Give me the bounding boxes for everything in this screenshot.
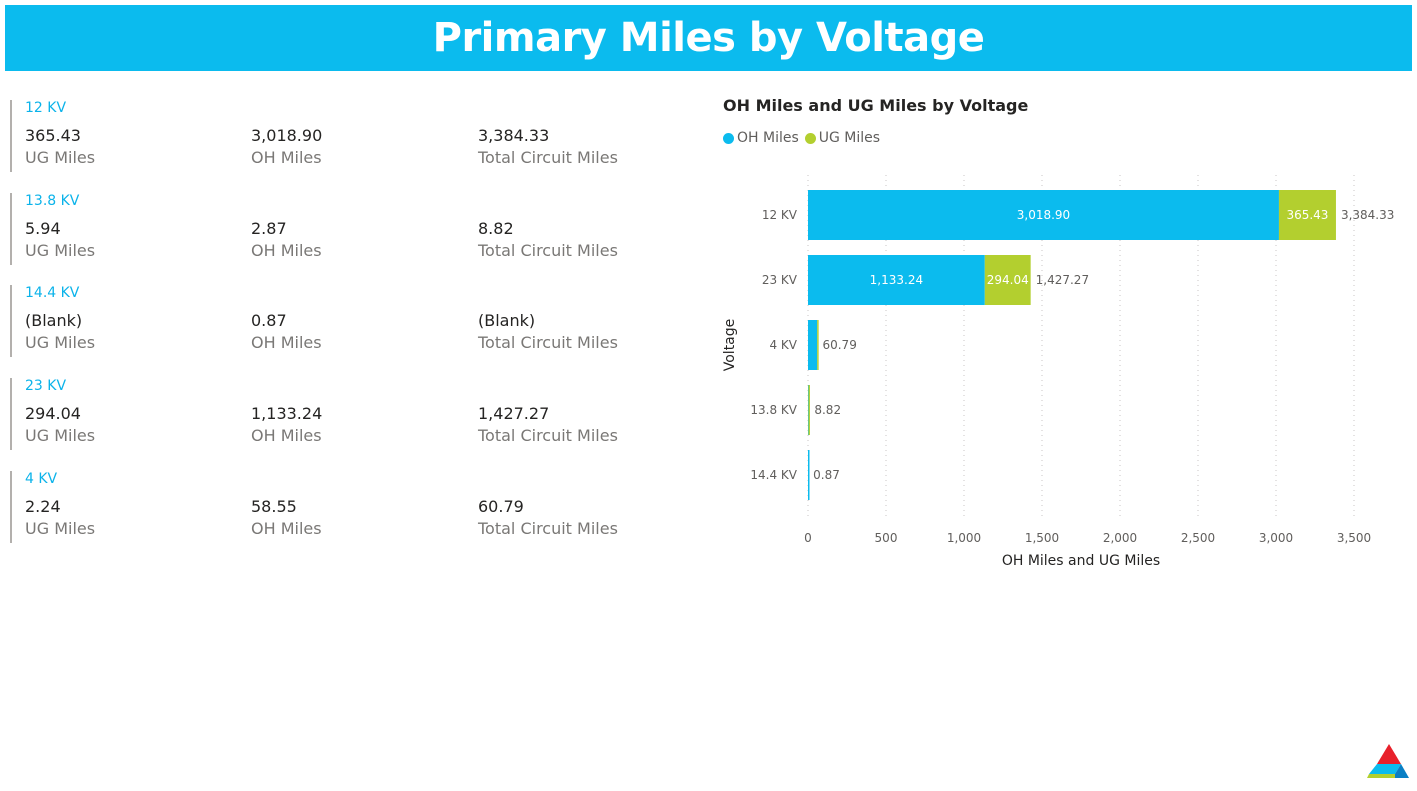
bar-ug-miles: [984, 255, 1031, 305]
chart-legend: OH Miles UG Miles: [723, 130, 886, 146]
ug-value: 2.24: [25, 497, 61, 516]
voltage-card: 13.8 KV 5.94 UG Miles 2.87 OH Miles 8.82…: [10, 193, 690, 265]
ug-metric: 5.94 UG Miles: [25, 218, 95, 262]
oh-label: OH Miles: [251, 426, 322, 445]
bar-ug-miles: [817, 320, 819, 370]
ug-metric: (Blank) UG Miles: [25, 310, 95, 354]
total-value: 3,384.33: [478, 126, 550, 145]
total-metric: 1,427.27 Total Circuit Miles: [478, 403, 618, 447]
bar-oh-miles: [808, 320, 818, 370]
company-logo-icon: [1367, 744, 1409, 778]
ug-label: UG Miles: [25, 333, 96, 352]
ug-metric: 365.43 UG Miles: [25, 125, 95, 169]
total-value: 60.79: [478, 497, 524, 516]
voltage-card: 4 KV 2.24 UG Miles 58.55 OH Miles 60.79 …: [10, 471, 690, 543]
ug-value: 5.94: [25, 219, 61, 238]
card-voltage-title: 12 KV: [25, 100, 67, 116]
ug-label: UG Miles: [25, 148, 96, 167]
x-axis-title: OH Miles and UG Miles: [1002, 553, 1160, 569]
legend-dot-ug: [804, 132, 816, 144]
total-value: (Blank): [478, 311, 536, 330]
bar-total-label: 0.87: [813, 468, 840, 482]
x-tick-label: 1,000: [947, 531, 981, 545]
ug-metric: 2.24 UG Miles: [25, 496, 95, 540]
y-category-label: 14.4 KV: [750, 468, 797, 482]
bar-oh-miles: [808, 190, 1279, 240]
total-label: Total Circuit Miles: [478, 241, 618, 260]
oh-value: 0.87: [251, 311, 287, 330]
bar-label-ug: 294.04: [987, 273, 1029, 287]
total-metric: 3,384.33 Total Circuit Miles: [478, 125, 618, 169]
bar-total-label: 1,427.27: [1036, 273, 1089, 287]
legend-label-oh: OH Miles: [737, 130, 799, 146]
x-tick-label: 500: [875, 531, 898, 545]
ug-value: 365.43: [25, 126, 81, 145]
total-label: Total Circuit Miles: [478, 148, 618, 167]
y-category-label: 12 KV: [762, 208, 798, 222]
x-tick-label: 1,500: [1025, 531, 1059, 545]
x-tick-label: 0: [804, 531, 812, 545]
legend-item-ug[interactable]: UG Miles: [804, 130, 881, 146]
ug-value: 294.04: [25, 404, 81, 423]
voltage-card: 12 KV 365.43 UG Miles 3,018.90 OH Miles …: [10, 100, 690, 172]
oh-metric: 3,018.90 OH Miles: [251, 125, 322, 169]
x-tick-label: 3,000: [1259, 531, 1293, 545]
bar-ug-miles: [808, 385, 810, 435]
y-category-label: 4 KV: [769, 338, 797, 352]
bar-ug-miles: [1278, 190, 1336, 240]
card-voltage-title: 14.4 KV: [25, 285, 80, 301]
bar-total-label: 8.82: [814, 403, 841, 417]
oh-label: OH Miles: [251, 333, 322, 352]
total-label: Total Circuit Miles: [478, 333, 618, 352]
bar-label-oh: 1,133.24: [870, 273, 923, 287]
x-tick-label: 3,500: [1337, 531, 1371, 545]
oh-metric: 58.55 OH Miles: [251, 496, 322, 540]
voltage-card: 14.4 KV (Blank) UG Miles 0.87 OH Miles (…: [10, 285, 690, 357]
ug-label: UG Miles: [25, 519, 96, 538]
total-value: 1,427.27: [478, 404, 550, 423]
oh-metric: 0.87 OH Miles: [251, 310, 322, 354]
total-metric: 60.79 Total Circuit Miles: [478, 496, 618, 540]
chart-title: OH Miles and UG Miles by Voltage: [723, 96, 1029, 115]
x-tick-label: 2,500: [1181, 531, 1215, 545]
oh-value: 58.55: [251, 497, 297, 516]
legend-dot-oh: [723, 132, 734, 144]
total-metric: 8.82 Total Circuit Miles: [478, 218, 618, 262]
total-label: Total Circuit Miles: [478, 519, 618, 538]
ug-label: UG Miles: [25, 426, 96, 445]
oh-metric: 1,133.24 OH Miles: [251, 403, 322, 447]
oh-label: OH Miles: [251, 241, 322, 260]
bar-total-label: 60.79: [822, 338, 856, 352]
card-voltage-title: 4 KV: [25, 471, 58, 487]
bar-label-oh: 3,018.90: [1017, 208, 1070, 222]
card-voltage-title: 23 KV: [25, 378, 67, 394]
legend-label-ug: UG Miles: [818, 130, 881, 146]
total-metric: (Blank) Total Circuit Miles: [478, 310, 618, 354]
bar-chart: 0 500 1,000 1,500 2,000 2,500 3,000 3,500 OH Mil…: [722, 175, 1394, 569]
y-axis-title: Voltage: [722, 319, 738, 372]
oh-label: OH Miles: [251, 148, 322, 167]
ug-metric: 294.04 UG Miles: [25, 403, 95, 447]
oh-value: 3,018.90: [251, 126, 323, 145]
bar-oh-miles: [808, 255, 985, 305]
legend-item-oh[interactable]: OH Miles: [723, 130, 799, 146]
oh-metric: 2.87 OH Miles: [251, 218, 322, 262]
total-label: Total Circuit Miles: [478, 426, 618, 445]
oh-value: 2.87: [251, 219, 287, 238]
ug-value: (Blank): [25, 311, 83, 330]
page-title: Primary Miles by Voltage: [432, 15, 985, 61]
bar-label-ug: 365.43: [1286, 208, 1328, 222]
x-tick-label: 2,000: [1103, 531, 1137, 545]
total-value: 8.82: [478, 219, 514, 238]
ug-label: UG Miles: [25, 241, 96, 260]
card-voltage-title: 13.8 KV: [25, 193, 80, 209]
voltage-card: 23 KV 294.04 UG Miles 1,133.24 OH Miles …: [10, 378, 690, 450]
y-category-label: 13.8 KV: [750, 403, 797, 417]
oh-value: 1,133.24: [251, 404, 323, 423]
bar-oh-miles: [808, 450, 810, 500]
title-banner: Primary Miles by Voltage: [5, 5, 1412, 71]
y-category-label: 23 KV: [762, 273, 798, 287]
bar-total-label: 3,384.33: [1341, 208, 1394, 222]
oh-label: OH Miles: [251, 519, 322, 538]
